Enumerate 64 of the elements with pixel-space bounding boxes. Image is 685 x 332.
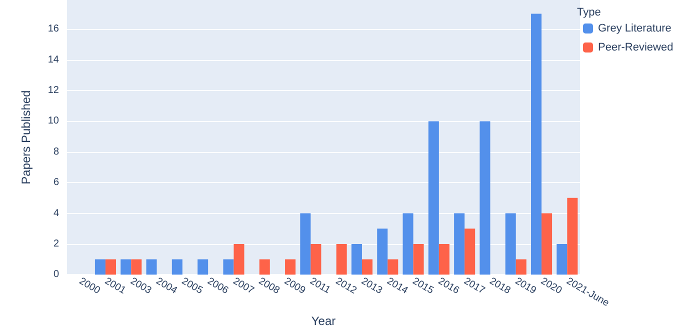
bar bbox=[454, 213, 465, 275]
x-axis-title: Year bbox=[311, 314, 336, 328]
bar bbox=[531, 14, 542, 275]
bar bbox=[362, 259, 372, 275]
y-tick-label: 0 bbox=[53, 269, 60, 280]
bar bbox=[131, 259, 142, 275]
x-tick-label: 2004 bbox=[154, 276, 180, 297]
bar bbox=[377, 228, 388, 275]
legend-label: Grey Literature bbox=[598, 22, 672, 34]
bar bbox=[198, 259, 208, 275]
x-tick-label: 2017 bbox=[462, 276, 487, 297]
bar bbox=[94, 259, 106, 275]
bar bbox=[402, 213, 414, 275]
y-tick-label: 10 bbox=[48, 116, 60, 127]
bar bbox=[351, 244, 362, 275]
bar bbox=[388, 259, 398, 275]
bar bbox=[438, 244, 450, 275]
x-tick-label: 2009 bbox=[282, 276, 308, 297]
legend-label: Peer-Reviewed bbox=[598, 42, 674, 54]
bar bbox=[516, 259, 526, 275]
y-tick-label: 6 bbox=[53, 177, 60, 188]
bar bbox=[567, 198, 578, 275]
x-tick-label: 2003 bbox=[128, 276, 154, 297]
x-tick-label: 2013 bbox=[359, 276, 384, 297]
bar bbox=[542, 213, 552, 275]
bar bbox=[336, 244, 347, 275]
y-tick-label: 12 bbox=[48, 85, 60, 96]
bar bbox=[120, 259, 132, 275]
bar bbox=[480, 121, 490, 275]
x-tick-label: 2018 bbox=[487, 276, 513, 297]
bar bbox=[223, 259, 234, 275]
x-tick-label: 2000 bbox=[77, 276, 102, 297]
bar bbox=[428, 121, 439, 275]
legend-title: Type bbox=[577, 6, 601, 18]
y-axis-title: Papers Published bbox=[19, 90, 33, 184]
y-tick-label: 14 bbox=[48, 54, 60, 66]
bar bbox=[172, 259, 182, 275]
y-tick-label: 4 bbox=[53, 208, 60, 219]
x-tick-label: 2020 bbox=[538, 276, 564, 297]
bar bbox=[234, 244, 244, 275]
y-tick-label: 2 bbox=[53, 238, 60, 250]
bar bbox=[285, 259, 296, 275]
x-tick-label: 2016 bbox=[436, 276, 462, 297]
x-tick-label: 2007 bbox=[230, 276, 256, 297]
x-tick-label: 2015 bbox=[410, 276, 436, 297]
y-tick-label: 16 bbox=[48, 24, 60, 35]
x-tick-label: 2008 bbox=[256, 276, 282, 297]
x-tick-label: 2012 bbox=[334, 276, 359, 297]
bar bbox=[259, 259, 270, 275]
bar bbox=[146, 259, 157, 275]
bar bbox=[105, 259, 116, 275]
bar bbox=[413, 244, 424, 275]
x-tick-label: 2005 bbox=[180, 276, 205, 297]
y-tick-label: 8 bbox=[53, 146, 60, 158]
x-tick-label: 2011 bbox=[308, 276, 332, 296]
bar bbox=[300, 213, 311, 275]
bar bbox=[464, 228, 476, 275]
bar bbox=[556, 244, 568, 275]
x-tick-label: 2014 bbox=[384, 276, 410, 297]
bar bbox=[310, 244, 322, 275]
x-tick-label: 2019 bbox=[513, 276, 538, 297]
bar bbox=[505, 213, 516, 275]
x-tick-label: 2001 bbox=[102, 276, 128, 297]
x-tick-label: 2006 bbox=[205, 276, 230, 297]
